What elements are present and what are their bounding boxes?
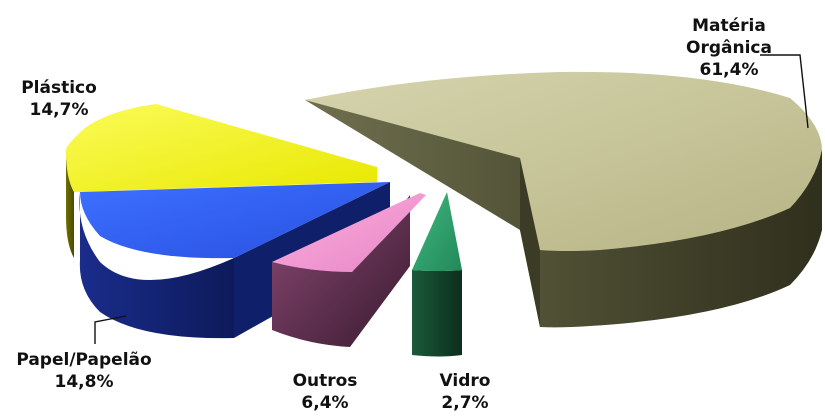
slice-plastico <box>66 104 377 258</box>
label-materia-organica: Matéria Orgânica 61,4% <box>664 15 794 81</box>
slice-plastico-side <box>66 150 74 258</box>
leader-line-papel <box>94 315 127 344</box>
label-vidro-value: 2,7% <box>441 393 489 413</box>
label-papel-name: Papel/Papelão <box>16 350 152 370</box>
label-materia-line1: Matéria <box>692 16 766 36</box>
label-materia-line2: Orgânica <box>686 38 772 58</box>
slice-materia-organica <box>305 71 822 328</box>
label-vidro-name: Vidro <box>439 371 491 391</box>
label-plastico: Plástico 14,7% <box>4 77 114 121</box>
label-outros-value: 6,4% <box>301 393 349 413</box>
label-materia-value: 61,4% <box>699 60 759 80</box>
label-vidro: Vidro 2,7% <box>415 370 515 414</box>
leader-line-materia <box>760 54 809 129</box>
label-papel-value: 14,8% <box>54 372 114 392</box>
slice-materia-organica-front <box>520 158 540 327</box>
slice-materia-organica-top <box>305 71 822 251</box>
slice-papel-papelao-top <box>80 182 390 259</box>
label-outros-name: Outros <box>292 371 358 391</box>
slice-vidro-top <box>412 192 462 271</box>
label-outros: Outros 6,4% <box>270 370 380 414</box>
slice-outros <box>272 193 426 347</box>
slice-papel-papelao-side <box>79 192 234 339</box>
label-plastico-name: Plástico <box>21 78 97 98</box>
label-plastico-value: 14,7% <box>29 100 89 120</box>
slice-outros-top <box>272 193 426 272</box>
slice-vidro <box>412 192 462 357</box>
slice-plastico-top <box>66 104 377 192</box>
slice-outros-side <box>272 195 410 347</box>
label-papel-papelao: Papel/Papelão 14,8% <box>4 349 164 393</box>
slice-vidro-side <box>412 270 462 357</box>
